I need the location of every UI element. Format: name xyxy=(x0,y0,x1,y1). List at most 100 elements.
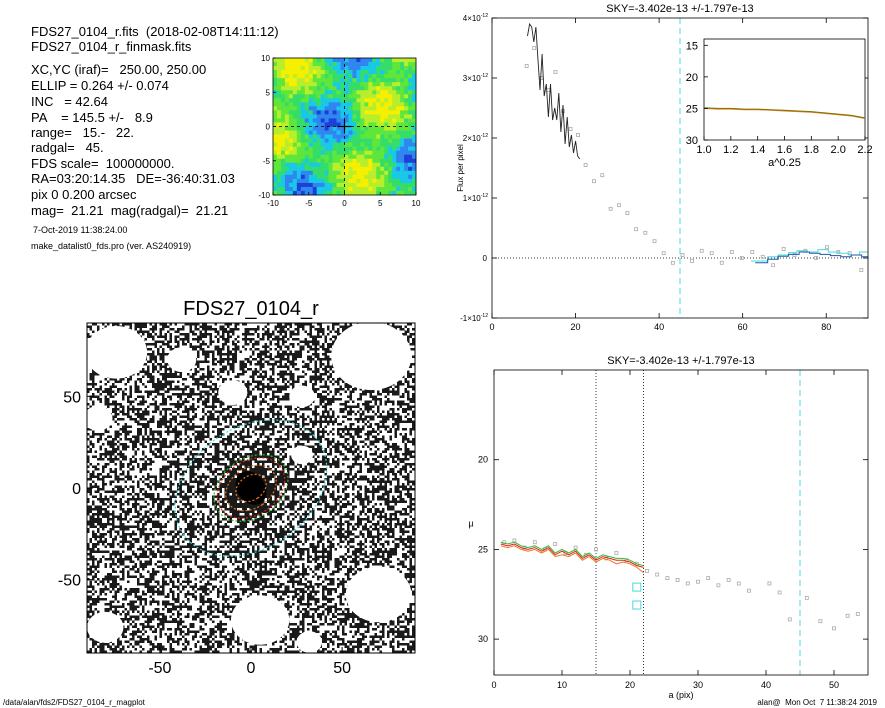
residual-map-cell xyxy=(328,98,333,103)
residual-map-cell xyxy=(348,134,353,139)
residual-map-cell xyxy=(400,162,405,168)
ytick-mantissa: 3 xyxy=(463,74,468,83)
residual-map-cell xyxy=(344,182,349,188)
isophote-ellipse xyxy=(216,457,286,519)
residual-map-cell xyxy=(304,110,310,115)
residual-map-cell xyxy=(324,146,329,151)
header-line-7: radgal= 45. xyxy=(31,140,104,155)
residual-map-cell xyxy=(356,118,361,123)
residual-map-cell xyxy=(308,130,314,135)
residual-map-cell xyxy=(320,98,325,103)
residual-map-cell xyxy=(296,90,302,95)
residual-map-cell xyxy=(400,78,405,83)
residual-map-cell xyxy=(396,86,401,91)
residual-map-cell xyxy=(364,66,369,71)
residual-map-cell xyxy=(400,154,405,160)
surface-brightness-point xyxy=(685,581,690,586)
residual-map-cell xyxy=(360,74,365,79)
residual-map-cell xyxy=(312,174,317,180)
residual-map-cell xyxy=(273,154,278,160)
residual-map-cell xyxy=(316,106,321,111)
residual-map-cell xyxy=(392,74,397,79)
flux-profile-chart: SKY=-3.402e-13 +/-1.797e-13 Flux per pixe… xyxy=(456,3,873,332)
residual-map-cell xyxy=(364,102,369,107)
residual-map-cell xyxy=(280,106,286,111)
residual-map-cell xyxy=(368,154,373,160)
residual-map-cell xyxy=(408,186,413,192)
residual-map-cell xyxy=(340,70,345,75)
residual-map-cell xyxy=(276,82,282,87)
residual-map-cell xyxy=(372,110,377,115)
residual-map-cell xyxy=(296,170,302,176)
residual-map-cell xyxy=(324,174,329,180)
residual-map-cell xyxy=(320,170,325,176)
residual-map-cell xyxy=(328,126,333,131)
residual-map-cell xyxy=(316,74,321,79)
residual-map-cell xyxy=(288,82,294,87)
residual-map-cell xyxy=(280,158,286,164)
residual-map-cell xyxy=(388,174,393,180)
residual-map-cell xyxy=(336,190,341,196)
header-line-0: FDS27_0104_r.fits (2018-02-08T14:11:12) xyxy=(31,24,279,39)
residual-map-cell xyxy=(400,142,405,147)
residual-map-cell xyxy=(356,58,361,63)
surface-brightness-point xyxy=(512,538,517,543)
surface-brightness-xtick-label: 40 xyxy=(761,680,771,690)
residual-map-cell xyxy=(336,86,341,91)
residual-map-cell xyxy=(316,146,321,151)
residual-map-cell xyxy=(308,190,314,196)
residual-map-cell xyxy=(300,98,306,103)
residual-map-cell xyxy=(384,90,389,95)
residual-map-cell xyxy=(380,122,385,127)
residual-map-cell xyxy=(372,114,377,119)
residual-map-cell xyxy=(273,66,278,71)
residual-map-cell xyxy=(332,106,337,111)
residual-map-cell xyxy=(288,130,294,135)
residual-map-cell xyxy=(364,182,369,188)
residual-map-cell xyxy=(384,126,389,131)
residual-map-cell xyxy=(412,150,417,156)
residual-map-cell xyxy=(408,166,413,172)
residual-map-cell xyxy=(384,110,389,115)
galaxy-image-chart: FDS27_0104_r -50 0 50 50 0 -50 xyxy=(58,298,416,677)
residual-map-cell xyxy=(320,90,325,95)
residual-map-cell xyxy=(408,146,413,151)
residual-map-cell xyxy=(308,162,314,168)
residual-map-cell xyxy=(400,150,405,156)
flux-profile-point xyxy=(617,203,621,208)
residual-map-cell xyxy=(336,98,341,103)
residual-map-cell xyxy=(400,70,405,75)
residual-map-cell xyxy=(320,106,325,111)
residual-map-cell xyxy=(332,138,337,143)
residual-map-cell xyxy=(292,94,298,99)
residual-map-cell xyxy=(336,82,341,87)
residual-map-cell xyxy=(328,186,333,192)
residual-map-cell xyxy=(408,86,413,91)
residual-map-cell xyxy=(328,114,333,119)
residual-map-cell xyxy=(352,58,357,63)
residual-map-cell xyxy=(284,178,290,184)
residual-map-cell xyxy=(280,102,286,107)
residual-map-cell xyxy=(372,78,377,83)
ytick-mantissa: 2 xyxy=(463,134,468,143)
surface-brightness-marker xyxy=(632,582,642,592)
residual-map-cell xyxy=(372,182,377,188)
residual-map-cell xyxy=(360,158,365,164)
residual-map-cell xyxy=(360,110,365,115)
residual-map-cell xyxy=(356,130,361,135)
residual-map-cell xyxy=(324,118,329,123)
residual-map-cell xyxy=(408,178,413,184)
residual-map-cell xyxy=(304,58,310,63)
residual-map-cell xyxy=(408,134,413,139)
residual-map-cell xyxy=(344,62,349,67)
residual-map-cell xyxy=(372,62,377,67)
residual-map-cell xyxy=(360,154,365,160)
residual-map-cell xyxy=(280,58,286,63)
residual-map-cell xyxy=(388,110,393,115)
residual-map-cell xyxy=(348,82,353,87)
surface-brightness-title: SKY=-3.402e-13 +/-1.797e-13 xyxy=(607,355,754,367)
residual-map-cell xyxy=(332,70,337,75)
residual-map-cell xyxy=(396,158,401,164)
residual-map-cell xyxy=(356,90,361,95)
residual-map-cell xyxy=(360,90,365,95)
